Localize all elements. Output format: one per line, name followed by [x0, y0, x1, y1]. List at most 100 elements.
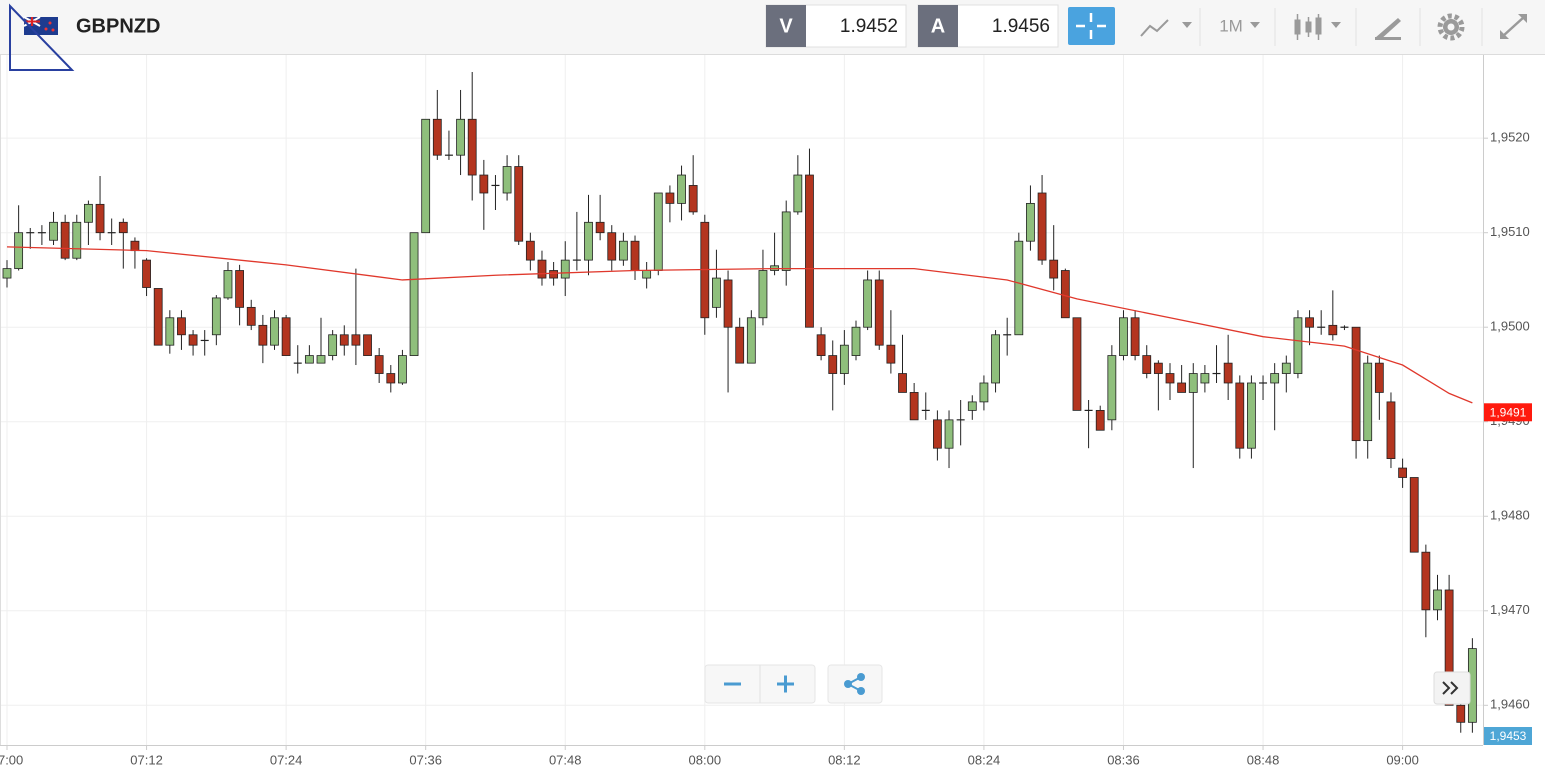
- chart-type-button[interactable]: [1140, 19, 1192, 37]
- candle-body: [235, 270, 245, 308]
- x-tick-label: 08:24: [968, 752, 1001, 767]
- candle-body: [328, 334, 338, 356]
- candle-body: [1270, 373, 1280, 384]
- candle-body: [1293, 317, 1303, 374]
- candle-body: [223, 270, 233, 299]
- candle-body: [1444, 589, 1454, 706]
- candle-body: [874, 279, 884, 346]
- candle-body: [1049, 259, 1059, 279]
- candle-style-button[interactable]: [1294, 14, 1341, 40]
- candle-body: [618, 240, 628, 261]
- corner-marker: [9, 3, 75, 71]
- candle-body: [316, 355, 326, 364]
- plot-area: 1,94601,94701,94801,94901,95001,95101,95…: [0, 55, 1532, 767]
- candle-body: [1072, 317, 1082, 411]
- candle-body: [1281, 362, 1291, 374]
- ask-label: A: [931, 15, 945, 37]
- candle-body: [525, 240, 535, 261]
- candle-body: [1398, 467, 1407, 478]
- timeframe-button[interactable]: 1M: [1219, 16, 1260, 35]
- x-tick-label: 09:00: [1386, 752, 1419, 767]
- candle-body: [735, 326, 745, 364]
- candle-body: [723, 279, 733, 328]
- candle-body: [467, 118, 477, 176]
- x-tick-label: 08:12: [828, 752, 861, 767]
- candle-body: [479, 174, 489, 194]
- moving-average: [6, 246, 1473, 404]
- candle-body: [2, 268, 12, 279]
- fullscreen-button[interactable]: [1500, 14, 1527, 39]
- candle-body: [979, 382, 989, 403]
- candle-body: [304, 355, 314, 364]
- y-tick-label: 1,9510: [1490, 224, 1530, 239]
- symbol: GBPNZD: [76, 15, 160, 37]
- x-tick-label: 08:48: [1247, 752, 1280, 767]
- share-button[interactable]: [827, 664, 883, 704]
- candle-body: [886, 344, 896, 364]
- candle-body: [1153, 362, 1163, 374]
- candle-body: [1421, 551, 1431, 611]
- scroll-latest-button[interactable]: [1433, 671, 1471, 705]
- y-tick-label: 1,9480: [1490, 508, 1530, 523]
- candle-body: [456, 118, 465, 156]
- x-tick-label: 07:00: [0, 752, 23, 767]
- candle-body: [653, 192, 663, 271]
- price-marker: [1484, 727, 1532, 745]
- candle-body: [967, 401, 977, 411]
- candle-body: [642, 270, 652, 279]
- price-marker-label: 1,9491: [1490, 405, 1527, 419]
- candle-body: [1177, 382, 1187, 393]
- candle-body: [758, 270, 768, 319]
- candle-body: [1247, 382, 1256, 449]
- candle-body: [839, 344, 849, 374]
- y-tick-label: 1,9470: [1490, 602, 1530, 617]
- candle-body: [1328, 324, 1338, 336]
- candle-body: [177, 317, 186, 336]
- x-tick-label: 08:36: [1107, 752, 1140, 767]
- candle-body: [805, 174, 814, 328]
- candle-body: [514, 166, 524, 242]
- candle-body: [1142, 355, 1152, 374]
- x-tick-label: 07:36: [409, 752, 442, 767]
- settings-button[interactable]: [1437, 13, 1465, 41]
- x-tick-label: 07:48: [549, 752, 582, 767]
- candle-body: [95, 203, 105, 234]
- candle-body: [1037, 192, 1047, 261]
- x-tick-label: 08:00: [689, 752, 722, 767]
- candle-body: [258, 324, 268, 346]
- candle-body: [211, 297, 221, 336]
- candle-body: [677, 174, 686, 204]
- bid-price: 1.9452: [840, 16, 898, 37]
- candle-body: [909, 392, 919, 421]
- candle-body: [607, 232, 617, 261]
- candle-body: [1305, 317, 1314, 328]
- candle-body: [351, 334, 361, 346]
- y-tick-label: 1,9520: [1490, 130, 1530, 145]
- candle-body: [84, 203, 93, 223]
- candle-body: [991, 334, 1000, 384]
- candle-body: [363, 334, 372, 356]
- ask-box[interactable]: A 1.9456: [917, 4, 1059, 48]
- candle-body: [72, 221, 82, 259]
- candle-body: [374, 355, 384, 374]
- drawing-button[interactable]: [1375, 18, 1401, 40]
- candle-body: [398, 355, 407, 384]
- bid-box[interactable]: V 1.9452: [765, 4, 907, 48]
- zoom-in-button[interactable]: [777, 675, 794, 693]
- candle-body: [630, 240, 640, 271]
- candle-body: [1026, 202, 1035, 242]
- candle-body: [188, 334, 198, 346]
- candle-body: [1188, 373, 1198, 393]
- candle-body: [781, 211, 791, 271]
- candle-body: [118, 221, 128, 234]
- crosshair-button[interactable]: [1068, 7, 1115, 45]
- candle-body: [1235, 382, 1245, 449]
- x-tick-label: 07:12: [130, 752, 163, 767]
- x-tick-label: 07:24: [270, 752, 303, 767]
- candle-body: [1119, 317, 1128, 356]
- y-tick-label: 1,9500: [1490, 319, 1530, 334]
- candle-body: [828, 355, 838, 374]
- candle-body: [1433, 589, 1442, 611]
